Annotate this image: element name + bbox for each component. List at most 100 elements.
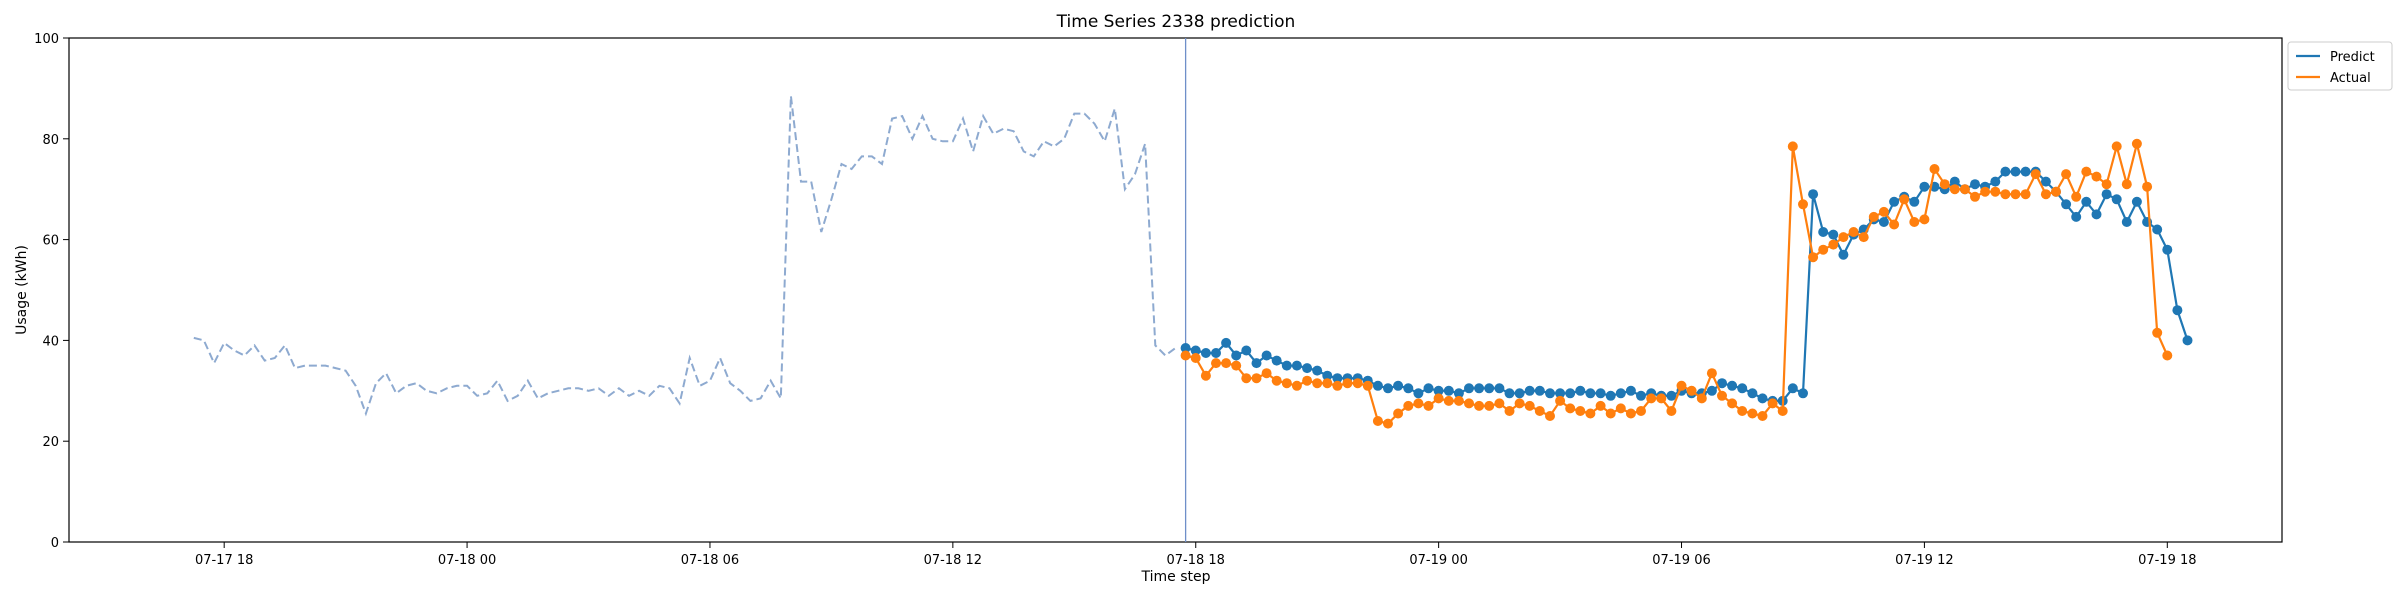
predict-point xyxy=(1949,176,1960,187)
predict-point xyxy=(1625,385,1636,396)
predict-point xyxy=(1211,348,1221,358)
legend-actual-label: Actual xyxy=(2330,71,2371,86)
actual-point xyxy=(1858,232,1869,243)
x-tick-label: 07-17 18 xyxy=(195,553,253,568)
actual-point xyxy=(1312,378,1323,389)
x-tick-label: 07-18 00 xyxy=(438,553,496,568)
predict-point xyxy=(2101,189,2112,200)
predict-point xyxy=(2081,196,2092,207)
predict-point xyxy=(1241,345,1252,356)
predict-point xyxy=(2071,211,2082,222)
predict-point xyxy=(2182,335,2193,346)
actual-point xyxy=(1221,358,1232,369)
actual-point xyxy=(1484,400,1495,411)
actual-point xyxy=(1706,368,1717,379)
actual-point xyxy=(1646,393,1657,404)
predict-point xyxy=(2000,166,2011,177)
predict-point xyxy=(1433,385,1444,396)
actual-point xyxy=(1980,186,1991,197)
actual-point xyxy=(2131,138,2142,149)
predict-point xyxy=(2131,196,2142,207)
actual-point xyxy=(1534,406,1545,416)
actual-point xyxy=(1605,408,1616,419)
actual-point xyxy=(2030,169,2041,180)
predict-point xyxy=(1484,383,1495,394)
predict-point xyxy=(2121,217,2132,227)
predict-point xyxy=(1919,181,1930,192)
predict-point xyxy=(1565,388,1576,399)
y-tick-label: 60 xyxy=(42,234,59,249)
predict-point xyxy=(1990,176,2001,187)
actual-point xyxy=(1565,403,1576,414)
actual-series-line xyxy=(1185,142,2169,425)
predict-point xyxy=(1261,350,1272,361)
predict-point xyxy=(1828,229,1839,240)
actual-point xyxy=(2071,191,2082,202)
actual-point xyxy=(1939,179,1950,190)
actual-point xyxy=(1970,191,1980,202)
actual-point xyxy=(1990,186,2001,197)
actual-point xyxy=(1595,400,1606,411)
x-tick-label: 07-18 18 xyxy=(1167,553,1225,568)
actual-point xyxy=(1949,184,1960,195)
predict-point xyxy=(1464,383,1474,394)
predict-point xyxy=(1818,227,1829,237)
actual-point xyxy=(1666,406,1677,416)
actual-point xyxy=(1919,214,1930,225)
actual-point xyxy=(1545,411,1555,421)
actual-point xyxy=(1362,380,1373,391)
predict-point xyxy=(1798,388,1808,399)
actual-point xyxy=(2040,189,2051,200)
actual-point xyxy=(1453,395,1464,406)
x-tick-label: 07-18 06 xyxy=(681,553,739,568)
actual-point xyxy=(1767,398,1778,409)
actual-point xyxy=(1261,368,1272,379)
predict-point xyxy=(1595,388,1606,399)
actual-point xyxy=(1615,403,1626,414)
predict-point xyxy=(2111,194,2122,205)
actual-point xyxy=(1180,350,1191,361)
predict-point xyxy=(1524,385,1535,396)
actual-point xyxy=(1787,141,1798,152)
predict-point xyxy=(1474,383,1485,394)
predict-point xyxy=(2020,166,2031,177)
actual-point xyxy=(1524,400,1535,411)
predict-point xyxy=(1231,350,1242,361)
y-tick-label: 100 xyxy=(34,32,59,47)
actual-point xyxy=(1352,378,1363,389)
actual-point xyxy=(2111,141,2122,152)
predict-point xyxy=(1727,380,1738,391)
predict-point xyxy=(1271,355,1282,366)
actual-point xyxy=(2101,179,2112,190)
predict-point xyxy=(1291,360,1302,371)
predict-point xyxy=(1534,385,1545,396)
actual-point xyxy=(1777,406,1788,416)
predict-point xyxy=(1585,388,1596,399)
actual-point xyxy=(1241,373,1252,384)
actual-point xyxy=(1423,400,1434,411)
y-tick-label: 0 xyxy=(51,536,59,551)
actual-point xyxy=(1211,358,1221,369)
predict-point xyxy=(1717,378,1727,389)
actual-point xyxy=(2152,327,2163,338)
predict-point xyxy=(1190,345,1201,356)
predict-point xyxy=(1808,189,1819,200)
actual-point xyxy=(1332,380,1343,391)
y-axis-label: Usage (kWh) xyxy=(14,245,30,335)
predict-point xyxy=(1453,388,1464,399)
predict-point xyxy=(1221,337,1232,348)
plot-area: 0 20 40 60 80 100 07-17 18 07-18 00 07-18 06 07-1… xyxy=(34,32,2283,568)
actual-point xyxy=(1686,385,1697,396)
x-tick-label: 07-19 12 xyxy=(1895,553,1953,568)
history-series-line xyxy=(193,95,1177,417)
actual-point xyxy=(1848,227,1859,237)
predict-point xyxy=(1575,385,1586,396)
actual-point xyxy=(2142,181,2153,192)
actual-point xyxy=(1200,370,1211,381)
predict-point xyxy=(2010,166,2021,177)
actual-point xyxy=(1251,373,1262,384)
actual-point xyxy=(1474,400,1485,411)
actual-point xyxy=(1514,398,1525,409)
actual-point xyxy=(1808,252,1819,263)
predict-point xyxy=(1605,390,1616,401)
